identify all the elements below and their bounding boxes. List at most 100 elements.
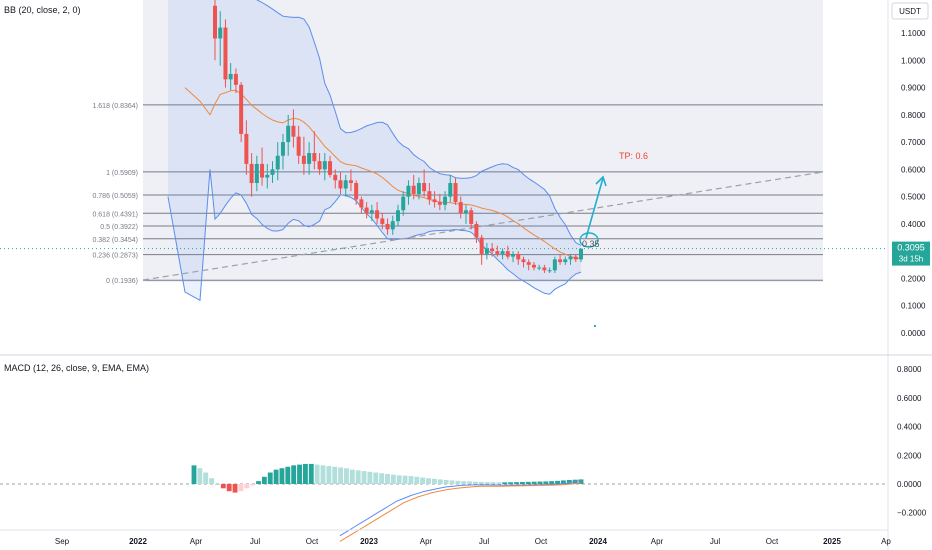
macd-histogram-bar	[490, 482, 496, 484]
macd-histogram-bar	[461, 481, 467, 484]
candle-body	[453, 183, 458, 203]
candle-body	[495, 251, 500, 254]
time-axis-label: Apr	[190, 537, 203, 546]
macd-histogram-bar	[203, 472, 209, 484]
macd-histogram-bar	[437, 479, 443, 484]
price-tick-label: 0.9000	[901, 84, 926, 93]
time-axis-label: 2023	[360, 537, 378, 546]
candle-body	[286, 125, 291, 143]
candle-body	[573, 256, 578, 260]
candle-body	[218, 27, 223, 39]
dot-marker	[594, 325, 596, 327]
macd-histogram-bar	[332, 466, 338, 484]
macd-histogram-bar	[308, 463, 314, 484]
candle-body	[369, 210, 374, 214]
macd-histogram-bar	[496, 482, 502, 484]
macd-histogram-bar	[338, 467, 344, 484]
fib-labels: 1.618 (0.8364) 1 (0.5909) 0.786 (0.5059) 0.…	[92, 103, 138, 285]
time-axis-label: Oct	[306, 537, 319, 546]
take-profit-label: TP: 0.6	[619, 151, 648, 161]
candle-body	[249, 163, 254, 184]
candle-body	[469, 210, 474, 224]
candle-body	[364, 207, 369, 214]
bb-indicator-label[interactable]: BB (20, close, 2, 0)	[4, 5, 81, 15]
last-price-value: 0.3095	[897, 243, 925, 253]
macd-histogram-bar	[455, 480, 461, 484]
candle-body	[396, 210, 400, 222]
price-tick-label: 1.0000	[901, 56, 926, 65]
time-axis-label: 2025	[823, 537, 841, 546]
candle-body	[427, 191, 432, 200]
candle-body	[322, 161, 327, 170]
macd-histogram-bar	[508, 482, 514, 484]
macd-tick-label: 0.4000	[897, 423, 922, 432]
candle-body	[296, 136, 301, 156]
candle-body	[307, 153, 312, 164]
candle-body	[213, 5, 217, 39]
macd-histogram-bar	[578, 479, 584, 484]
macd-tick-label: 0.2000	[897, 451, 922, 460]
currency-button[interactable]	[891, 2, 929, 20]
macd-histogram-bar	[484, 481, 490, 484]
macd-histogram-bar	[349, 469, 355, 484]
candle-body	[563, 259, 568, 263]
macd-histogram-bar	[560, 480, 566, 484]
price-tick-label: 0.6000	[901, 165, 926, 174]
price-tick-label: 0.8000	[901, 111, 926, 120]
macd-histogram-bar	[267, 472, 273, 484]
candle-body	[443, 196, 448, 205]
macd-histogram-bar	[555, 480, 560, 484]
time-axis-label: 2022	[129, 537, 147, 546]
macd-histogram-bar	[232, 484, 238, 493]
price-tick-label: 0.2000	[901, 274, 926, 283]
candle-body	[422, 183, 427, 192]
macd-indicator-label[interactable]: MACD (12, 26, close, 9, EMA, EMA)	[4, 363, 149, 373]
macd-axis-ticks: 0.8000 0.6000 0.4000 0.2000 0.0000 −0.2000	[897, 365, 927, 518]
macd-tick-label: 0.0000	[897, 480, 922, 489]
time-axis-label: Jul	[250, 537, 260, 546]
fib-level-label: 0.786 (0.5059)	[92, 193, 138, 200]
fib-level-label: 1 (0.5909)	[106, 170, 138, 177]
macd-line	[339, 479, 582, 537]
candles	[213, 0, 583, 274]
candle-body	[505, 251, 510, 257]
candle-body	[432, 199, 437, 203]
candle-body	[338, 180, 343, 189]
candle-body	[521, 259, 526, 263]
candle-body	[458, 202, 463, 214]
target-circle[interactable]	[579, 232, 599, 248]
candle-body	[333, 174, 338, 181]
macd-histogram-bar	[355, 470, 361, 484]
candle-body	[401, 196, 406, 211]
fib-level-label: 0 (0.1936)	[106, 278, 138, 285]
projection-arrow[interactable]	[585, 177, 604, 239]
trend-line[interactable]	[142, 171, 824, 281]
candle-body	[547, 270, 552, 272]
macd-histogram	[191, 463, 584, 493]
bollinger-lower-band	[167, 169, 582, 302]
macd-signal-line	[339, 482, 582, 542]
fib-level-label: 0.5 (0.3922)	[100, 224, 138, 231]
macd-histogram-bar	[414, 476, 420, 484]
candle-body	[531, 264, 536, 268]
macd-histogram-bar	[302, 463, 308, 484]
candle-body	[254, 163, 259, 184]
candle-body	[343, 180, 348, 189]
macd-histogram-bar	[502, 482, 508, 484]
candle-body	[579, 248, 583, 260]
macd-histogram-bar	[514, 482, 519, 484]
macd-histogram-bar	[256, 481, 261, 484]
macd-histogram-bar	[273, 469, 279, 484]
currency-label: USDT	[899, 7, 921, 16]
candle-body	[260, 163, 265, 178]
candle-body	[317, 161, 322, 170]
candle-body	[448, 183, 453, 197]
macd-histogram-bar	[390, 474, 396, 484]
candle-body	[500, 251, 505, 254]
price-tick-label: 1.1000	[901, 29, 926, 38]
candle-body	[558, 259, 563, 263]
macd-histogram-bar	[408, 476, 414, 484]
last-price-tag	[892, 241, 930, 266]
macd-tick-label: −0.2000	[897, 509, 927, 518]
